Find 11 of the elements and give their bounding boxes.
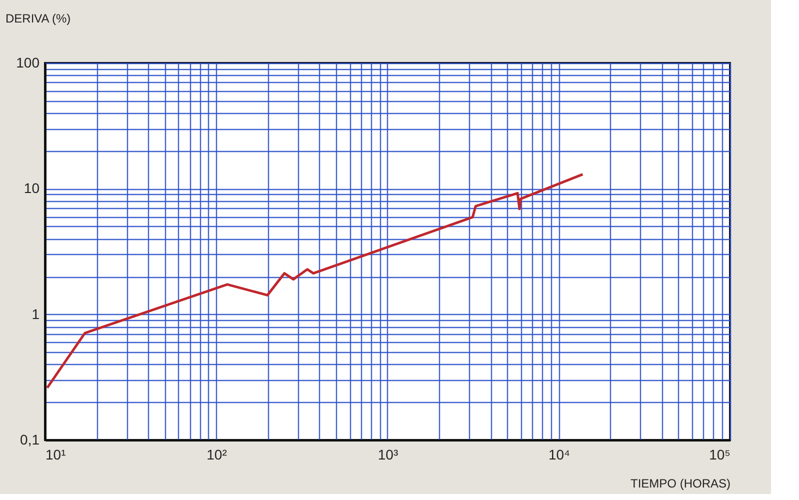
y-tick-label: 100	[16, 54, 40, 70]
y-tick-label: 0,1	[20, 432, 40, 448]
x-tick-label: 10³	[378, 446, 398, 462]
y-tick-label: 10	[24, 180, 40, 196]
y-tick-label: 1	[32, 306, 40, 322]
x-tick-label: 10²	[206, 446, 228, 462]
x-tick-label: 10¹	[46, 446, 66, 462]
y-axis-title: DERIVA (%)	[6, 12, 71, 26]
x-tick-label: 10⁴	[548, 446, 570, 462]
x-tick-label: 10⁵	[709, 446, 730, 462]
x-axis-title: TIEMPO (HORAS)	[630, 476, 730, 490]
